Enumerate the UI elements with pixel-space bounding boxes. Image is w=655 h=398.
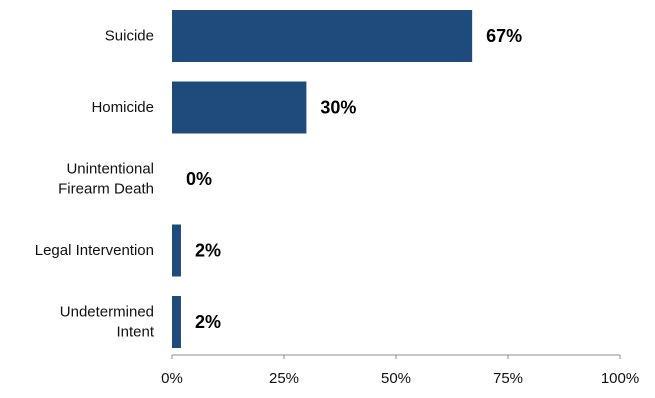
x-tick-label: 0% [161,370,183,387]
value-label-unintentional-firearm-death: 0% [186,169,212,189]
x-axis-ticks-group: 0% 25% 50% 75% 100% [161,355,639,387]
category-label-line: Undetermined [60,304,154,321]
category-labels-group: Suicide Homicide Unintentional Firearm Deat… [35,28,155,341]
value-label-homicide: 30% [320,98,356,118]
value-label-undetermined-intent: 2% [195,312,221,332]
category-label-homicide: Homicide [91,99,154,116]
value-label-legal-intervention: 2% [195,241,221,261]
x-tick-label: 50% [381,370,411,387]
category-label-line: Legal Intervention [35,242,154,259]
category-label-line: Intent [116,324,154,341]
category-label-line: Firearm Death [58,181,154,198]
value-label-suicide: 67% [486,26,522,46]
category-label-line: Homicide [91,99,154,116]
bar-legal-intervention [172,224,181,277]
bar-homicide [172,81,307,134]
category-label-line: Suicide [105,28,154,45]
category-label-legal-intervention: Legal Intervention [35,242,154,259]
category-label-undetermined-intent: Undetermined Intent [60,304,155,341]
x-tick-label: 100% [601,370,639,387]
bar-suicide [172,10,473,62]
category-label-unintentional-firearm-death: Unintentional Firearm Death [58,161,154,198]
x-tick-label: 75% [493,370,523,387]
value-labels-group: 67% 30% 0% 2% 2% [186,26,522,332]
bars-group [172,10,473,348]
x-tick-label: 25% [269,370,299,387]
bar-undetermined-intent [172,296,181,348]
category-label-line: Unintentional [66,161,154,178]
category-label-suicide: Suicide [105,28,154,45]
